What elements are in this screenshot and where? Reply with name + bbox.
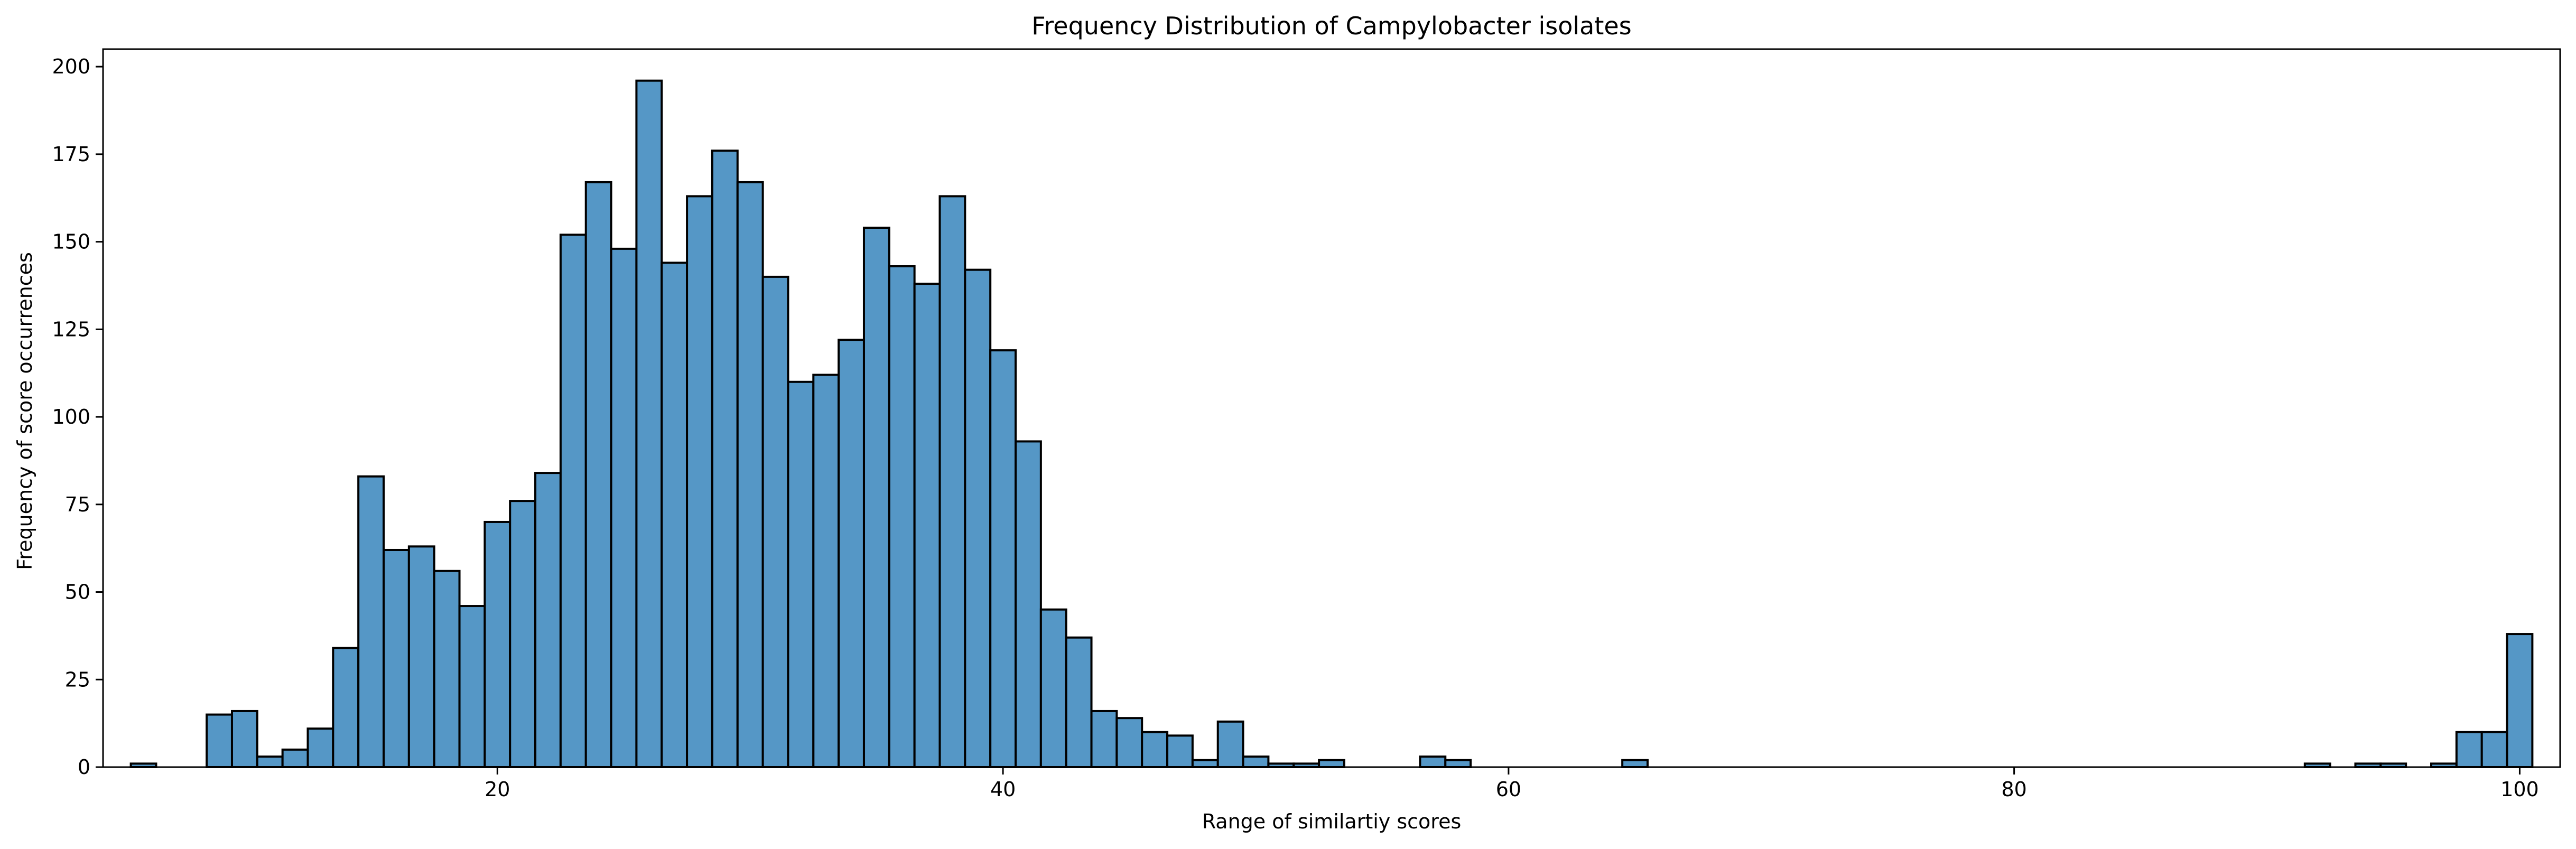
histogram-bar: [509, 500, 537, 768]
bars-group: [129, 79, 2534, 769]
histogram-bar: [736, 181, 764, 768]
histogram-bar: [888, 265, 916, 768]
y-axis-label: Frequency of score occurrences: [13, 252, 36, 570]
histogram-bar: [913, 283, 941, 768]
plot-frame: [102, 48, 2561, 768]
histogram-bar: [357, 475, 385, 768]
histogram-bar: [559, 234, 587, 769]
histogram-bar: [407, 545, 435, 768]
histogram-bar: [686, 195, 713, 768]
histogram-bar: [635, 79, 663, 768]
histogram-bar: [433, 570, 461, 768]
histogram-bar: [1039, 608, 1067, 769]
y-tick-label: 0: [78, 755, 90, 779]
y-tick-label: 125: [52, 318, 90, 341]
histogram-bar: [862, 227, 890, 768]
histogram-bar: [1621, 759, 1649, 768]
ticks-group: 20 40 60 80 100 0 25 50 75 100 125 150 175 200: [52, 55, 2538, 801]
histogram-bar: [812, 374, 840, 768]
histogram-bar: [1216, 720, 1244, 768]
x-tick-label: 100: [2500, 778, 2539, 801]
histogram-bar: [534, 472, 562, 768]
x-tick-label: 60: [1496, 778, 1521, 801]
histogram-bar: [964, 268, 992, 768]
histogram-bar: [661, 262, 689, 768]
histogram-bar: [2455, 731, 2483, 768]
histogram-bar: [1090, 710, 1118, 769]
histogram-bar: [711, 150, 739, 768]
histogram-bar: [1242, 755, 1270, 768]
x-tick-label: 20: [485, 778, 510, 801]
histogram-bar: [989, 349, 1017, 768]
histogram-bar: [306, 727, 334, 768]
histogram-bar: [458, 605, 486, 769]
histogram-bar: [938, 195, 966, 768]
histogram-bar: [2506, 633, 2534, 768]
y-tick-label: 25: [65, 668, 90, 691]
histogram-bar: [332, 647, 360, 768]
histogram-bar: [2480, 731, 2508, 768]
y-tick-label: 50: [65, 581, 90, 604]
histogram-bar: [787, 380, 815, 768]
histogram-bar: [281, 748, 309, 768]
histogram-bar: [1141, 731, 1169, 768]
y-tick-label: 200: [52, 55, 90, 78]
histogram-bar: [1015, 440, 1042, 768]
y-tick-label: 175: [52, 143, 90, 166]
histogram-bar: [1115, 717, 1143, 768]
histogram-bar: [1191, 759, 1219, 768]
histogram-bar: [1444, 759, 1472, 768]
histogram-bar: [761, 275, 789, 768]
y-tick-label: 100: [52, 405, 90, 428]
histogram-bar: [1166, 734, 1194, 768]
histogram-bar: [1419, 755, 1447, 768]
x-axis-label: Range of similartiy scores: [1202, 810, 1462, 833]
y-tick-label: 150: [52, 230, 90, 254]
x-tick-label: 80: [2001, 778, 2026, 801]
histogram-bar: [610, 247, 638, 768]
histogram-bar: [1318, 759, 1345, 768]
x-tick-label: 40: [990, 778, 1016, 801]
y-tick-label: 75: [65, 493, 90, 516]
histogram-bar: [383, 548, 410, 768]
histogram-bar: [230, 710, 258, 769]
histogram-bar: [256, 755, 284, 768]
histogram-bar: [1065, 636, 1093, 768]
histogram-bar: [483, 520, 512, 768]
chart-title: Frequency Distribution of Campylobacter …: [1031, 12, 1631, 40]
histogram-bar: [838, 339, 865, 768]
histogram-bar: [584, 181, 612, 768]
histogram-bar: [206, 713, 233, 769]
